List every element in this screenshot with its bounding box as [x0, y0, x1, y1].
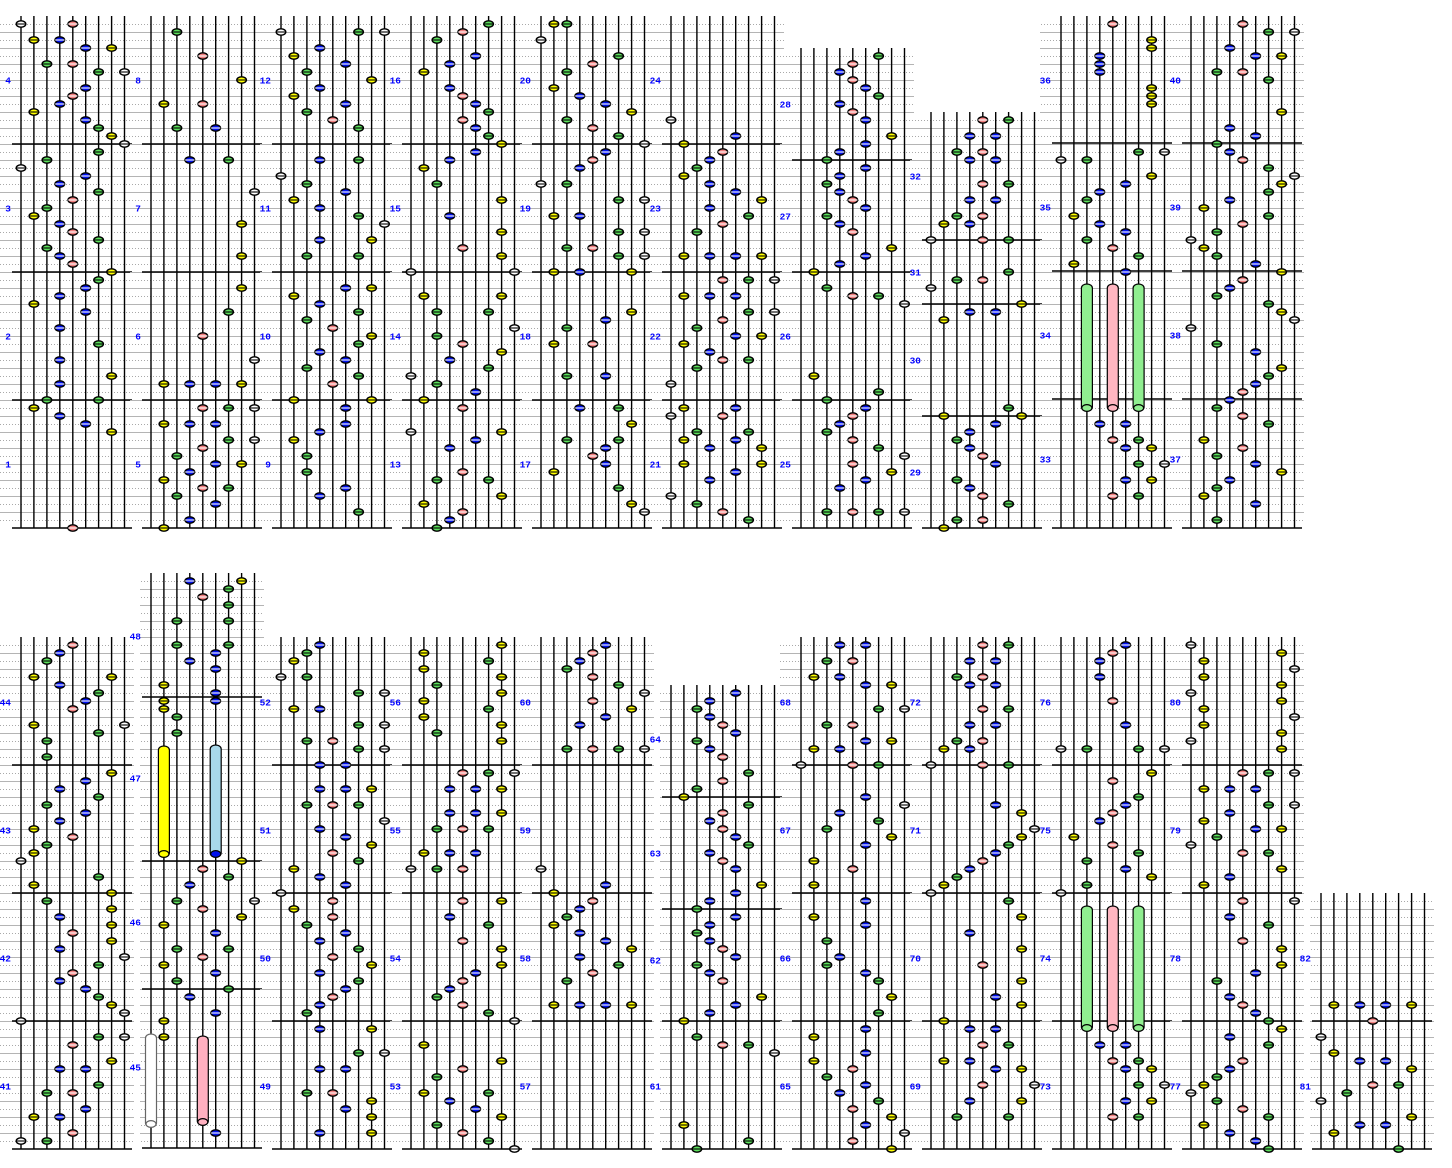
svg-text:33: 33 [1040, 455, 1052, 466]
svg-text:81: 81 [1300, 1082, 1312, 1093]
svg-text:72: 72 [910, 698, 922, 709]
svg-text:68: 68 [780, 698, 792, 709]
svg-text:24: 24 [650, 76, 662, 87]
svg-text:71: 71 [910, 826, 922, 837]
svg-text:12: 12 [260, 76, 272, 87]
svg-text:17: 17 [520, 460, 532, 471]
svg-text:16: 16 [390, 76, 402, 87]
svg-text:22: 22 [650, 332, 662, 343]
svg-text:39: 39 [1170, 203, 1182, 214]
svg-text:75: 75 [1040, 826, 1052, 837]
svg-text:53: 53 [390, 1082, 402, 1093]
svg-text:4: 4 [5, 76, 11, 87]
svg-text:56: 56 [390, 698, 402, 709]
svg-text:31: 31 [910, 268, 922, 279]
svg-text:57: 57 [520, 1082, 532, 1093]
svg-text:40: 40 [1170, 76, 1182, 87]
svg-text:76: 76 [1040, 698, 1052, 709]
svg-text:14: 14 [390, 332, 402, 343]
svg-text:70: 70 [910, 954, 922, 965]
svg-text:5: 5 [135, 460, 141, 471]
svg-text:54: 54 [390, 954, 402, 965]
svg-text:42: 42 [0, 954, 11, 965]
svg-text:11: 11 [260, 204, 272, 215]
svg-text:62: 62 [650, 956, 662, 967]
svg-text:10: 10 [260, 332, 272, 343]
svg-text:47: 47 [130, 774, 142, 785]
svg-text:50: 50 [260, 954, 272, 965]
svg-text:67: 67 [780, 826, 792, 837]
svg-text:30: 30 [910, 356, 922, 367]
svg-text:46: 46 [130, 918, 142, 929]
svg-text:73: 73 [1040, 1082, 1052, 1093]
svg-text:82: 82 [1300, 954, 1312, 965]
svg-text:52: 52 [260, 698, 272, 709]
svg-text:77: 77 [1170, 1082, 1182, 1093]
svg-text:38: 38 [1170, 331, 1182, 342]
svg-text:13: 13 [390, 460, 402, 471]
svg-text:18: 18 [520, 332, 532, 343]
svg-text:44: 44 [0, 698, 11, 709]
svg-text:19: 19 [520, 204, 532, 215]
svg-text:60: 60 [520, 698, 532, 709]
svg-text:48: 48 [130, 632, 142, 643]
svg-text:80: 80 [1170, 698, 1182, 709]
svg-text:35: 35 [1040, 203, 1052, 214]
svg-text:51: 51 [260, 826, 272, 837]
svg-text:9: 9 [265, 460, 271, 471]
svg-text:63: 63 [650, 849, 662, 860]
svg-text:65: 65 [780, 1082, 792, 1093]
svg-text:36: 36 [1040, 76, 1052, 87]
svg-text:41: 41 [0, 1082, 11, 1093]
svg-text:8: 8 [135, 76, 141, 87]
svg-text:74: 74 [1040, 954, 1052, 965]
svg-text:6: 6 [135, 332, 141, 343]
svg-text:1: 1 [5, 460, 11, 471]
svg-text:55: 55 [390, 826, 402, 837]
svg-text:3: 3 [5, 204, 11, 215]
svg-text:43: 43 [0, 826, 11, 837]
svg-text:28: 28 [780, 100, 792, 111]
svg-text:64: 64 [650, 735, 662, 746]
svg-text:78: 78 [1170, 954, 1182, 965]
svg-text:59: 59 [520, 826, 532, 837]
svg-text:45: 45 [130, 1063, 142, 1074]
svg-text:79: 79 [1170, 826, 1182, 837]
svg-text:32: 32 [910, 172, 922, 183]
svg-text:25: 25 [780, 460, 792, 471]
svg-text:26: 26 [780, 332, 792, 343]
svg-text:37: 37 [1170, 455, 1182, 466]
svg-text:66: 66 [780, 954, 792, 965]
svg-text:29: 29 [910, 468, 922, 479]
svg-text:23: 23 [650, 204, 662, 215]
svg-text:27: 27 [780, 212, 792, 223]
svg-text:58: 58 [520, 954, 532, 965]
svg-text:34: 34 [1040, 331, 1052, 342]
svg-text:20: 20 [520, 76, 532, 87]
svg-text:7: 7 [135, 204, 141, 215]
svg-text:2: 2 [5, 332, 11, 343]
svg-text:69: 69 [910, 1082, 922, 1093]
svg-text:61: 61 [650, 1082, 662, 1093]
svg-text:49: 49 [260, 1082, 272, 1093]
svg-text:21: 21 [650, 460, 662, 471]
svg-text:15: 15 [390, 204, 402, 215]
